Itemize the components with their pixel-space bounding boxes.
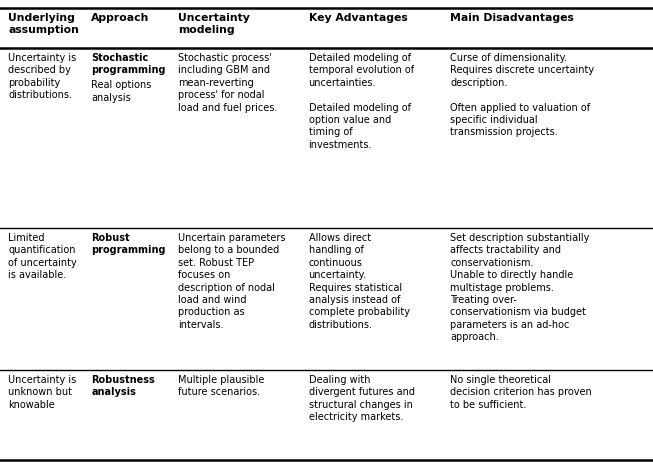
Text: Main Disadvantages: Main Disadvantages [451, 13, 574, 23]
Text: Uncertainty is
unknown but
knowable: Uncertainty is unknown but knowable [8, 375, 76, 410]
Text: Real options
analysis: Real options analysis [91, 80, 151, 103]
Text: Dealing with
divergent futures and
structural changes in
electricity markets.: Dealing with divergent futures and struc… [309, 375, 415, 422]
Text: Curse of dimensionality.
Requires discrete uncertainty
description.

Often appli: Curse of dimensionality. Requires discre… [451, 53, 594, 137]
Text: Stochastic
programming: Stochastic programming [91, 53, 166, 75]
Text: Stochastic process'
including GBM and
mean-reverting
process' for nodal
load and: Stochastic process' including GBM and me… [178, 53, 278, 113]
Text: Approach: Approach [91, 13, 150, 23]
Text: No single theoretical
decision criterion has proven
to be sufficient.: No single theoretical decision criterion… [451, 375, 592, 410]
Text: Robust
programming: Robust programming [91, 233, 166, 255]
Text: Uncertainty
modeling: Uncertainty modeling [178, 13, 250, 36]
Text: Underlying
assumption: Underlying assumption [8, 13, 79, 36]
Text: Uncertainty is
described by
probability
distributions.: Uncertainty is described by probability … [8, 53, 76, 100]
Text: Limited
quantification
of uncertainty
is available.: Limited quantification of uncertainty is… [8, 233, 77, 280]
Text: Robustness
analysis: Robustness analysis [91, 375, 155, 397]
Text: Multiple plausible
future scenarios.: Multiple plausible future scenarios. [178, 375, 264, 397]
Text: Key Advantages: Key Advantages [309, 13, 407, 23]
Text: Set description substantially
affects tractability and
conservationism.
Unable t: Set description substantially affects tr… [451, 233, 590, 342]
Text: Allows direct
handling of
continuous
uncertainty.
Requires statistical
analysis : Allows direct handling of continuous unc… [309, 233, 409, 330]
Text: Uncertain parameters
belong to a bounded
set. Robust TEP
focuses on
description : Uncertain parameters belong to a bounded… [178, 233, 285, 330]
Text: Detailed modeling of
temporal evolution of
uncertainties.

Detailed modeling of
: Detailed modeling of temporal evolution … [309, 53, 414, 150]
